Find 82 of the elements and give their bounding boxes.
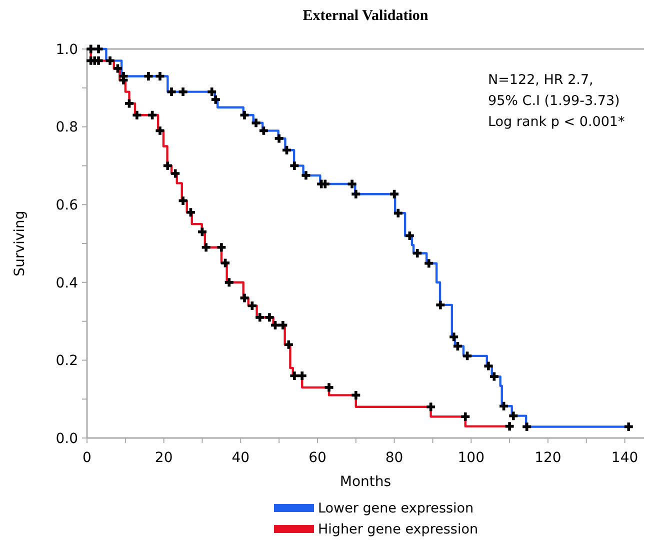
x-tick-label: 60 [308,450,326,466]
point [436,300,445,310]
point [178,88,188,96]
point [298,372,306,380]
point [290,372,299,380]
point [221,258,230,268]
point [211,95,220,104]
point [500,402,508,410]
point [284,340,293,349]
point [156,126,164,135]
point [217,243,226,252]
legend-label: Higher gene expression [318,522,478,538]
x-tick-label: 120 [534,450,562,466]
point [106,56,114,65]
y-axis-title: Surviving [12,210,28,276]
point [163,161,172,170]
x-tick-label: 40 [232,450,250,466]
x-tick-label: 100 [458,450,485,466]
point [256,313,264,322]
x-tick-label: 0 [82,450,92,466]
point [522,422,532,431]
point [224,278,234,287]
point [352,190,360,198]
point [186,208,195,217]
chart-title: External Validation [302,8,429,24]
point [113,64,122,73]
point [624,422,633,431]
point [509,412,518,420]
point [248,301,256,310]
point [324,383,334,392]
point [463,352,472,360]
x-axis-title: Months [340,474,392,490]
y-tick-label: 1.0 [56,42,78,58]
annotation: N=122, HR 2.7, [488,72,594,88]
x-tick-label: 20 [154,450,173,466]
point [240,294,249,302]
point [424,259,434,268]
point [413,248,422,258]
y-tick-label: 0.2 [56,353,78,370]
annotation: 95% C.I (1.99-3.73) [488,93,620,109]
point [208,88,216,96]
x-tick-label: 80 [385,450,404,466]
point [461,412,470,421]
point [278,320,288,330]
point [167,88,176,96]
point [156,72,164,80]
point [144,72,153,80]
point [484,362,493,370]
point [348,180,356,188]
point [282,146,291,154]
point [132,110,142,120]
point [274,134,284,143]
point [148,110,157,120]
point [426,402,436,412]
point [405,231,414,240]
point [290,161,299,170]
annotation: Log rank p < 0.001* [488,114,626,130]
point [352,390,360,400]
point [94,44,103,54]
point [453,342,462,350]
point [125,99,134,108]
point [394,208,402,218]
point [490,372,498,381]
point [450,332,458,342]
y-tick-label: 0.4 [56,275,78,292]
y-tick-label: 0.6 [56,198,78,214]
point [178,196,188,205]
point [505,422,514,431]
legend-label: Lower gene expression [318,500,474,517]
point [171,169,180,178]
point [390,190,399,198]
point [302,171,310,180]
x-tick-label: 140 [611,450,638,466]
y-tick-label: 0.8 [56,120,78,136]
point [265,313,274,322]
point [86,44,96,54]
y-tick-label: 0.0 [56,430,78,447]
point [240,110,249,120]
point [202,243,210,252]
point [198,228,206,236]
point [252,118,260,128]
point [259,126,268,135]
